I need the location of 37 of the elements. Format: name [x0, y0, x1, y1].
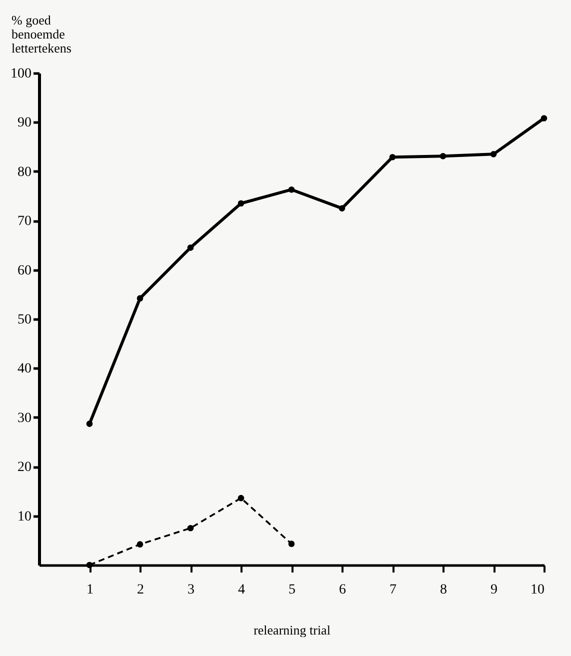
y-tick-label: 90: [18, 116, 32, 131]
y-tick-label: 60: [18, 263, 32, 278]
x-tick-label: 6: [339, 582, 346, 598]
x-axis-title: relearning trial: [254, 622, 331, 638]
point: [136, 541, 144, 548]
point: [490, 151, 497, 158]
point: [136, 295, 144, 302]
y-tick-label: 20: [18, 460, 32, 476]
y-tick-label: 10: [18, 509, 32, 524]
y-tick-label: 70: [18, 214, 32, 230]
point: [86, 420, 93, 427]
x-tick-label: 3: [188, 582, 194, 598]
point: [238, 200, 244, 207]
point: [288, 186, 295, 193]
point: [187, 244, 194, 251]
point: [440, 152, 446, 160]
point: [540, 115, 548, 122]
y-tick-label: 100: [10, 66, 32, 82]
x-tick-label: 1: [86, 582, 94, 598]
y-tick-label: 80: [18, 164, 32, 180]
x-tick-label: 7: [390, 582, 396, 598]
y-tick-label: 40: [18, 362, 32, 377]
x-tick-label: 4: [238, 582, 245, 598]
point: [187, 524, 194, 532]
point: [338, 205, 346, 212]
x-tick-label: 9: [490, 582, 498, 598]
y-tick-label: 30: [18, 410, 32, 426]
y-axis-title: % goed benoemde lettertekens: [12, 12, 72, 56]
point: [389, 154, 396, 160]
x-tick-label: 8: [440, 582, 447, 598]
y-tick-label: 50: [18, 312, 32, 328]
x-tick-label: 2: [137, 582, 144, 598]
point: [86, 562, 93, 568]
point: [288, 540, 295, 547]
point: [238, 494, 244, 502]
x-tick-label: 10: [530, 582, 544, 598]
x-tick-label: 5: [288, 582, 296, 598]
